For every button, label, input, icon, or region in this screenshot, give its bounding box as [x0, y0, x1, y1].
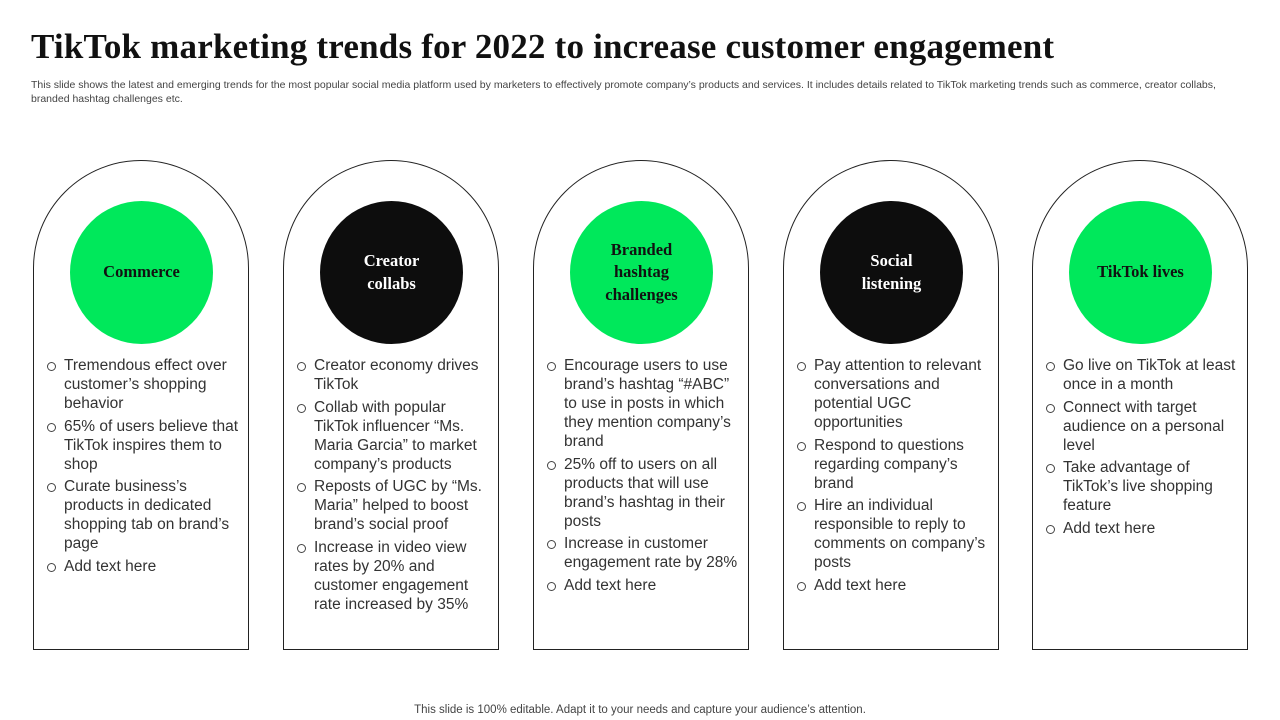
list-item: Go live on TikTok at least once in a mon…: [1045, 356, 1241, 394]
list-item: Reposts of UGC by “Ms. Maria” helped to …: [296, 477, 492, 534]
list-item: Increase in customer engagement rate by …: [546, 534, 742, 572]
list-item: Creator economy drives TikTok: [296, 356, 492, 394]
card-bullet-list: Go live on TikTok at least once in a mon…: [1045, 356, 1241, 541]
trend-card-social-listening: Social listening Pay attention to releva…: [783, 160, 999, 650]
list-item: Curate business’s products in dedicated …: [46, 477, 242, 553]
list-item: 25% off to users on all products that wi…: [546, 455, 742, 531]
trend-card-tiktok-lives: TikTok lives Go live on TikTok at least …: [1032, 160, 1248, 650]
list-item: Increase in video view rates by 20% and …: [296, 538, 492, 614]
list-item: Hire an individual responsible to reply …: [796, 496, 992, 572]
card-heading-circle: Commerce: [70, 201, 213, 344]
card-bullet-list: Pay attention to relevant conversations …: [796, 356, 992, 598]
list-item: Add text here: [796, 576, 992, 595]
card-heading-circle: Branded hashtag challenges: [570, 201, 713, 344]
list-item: Tremendous effect over customer’s shoppi…: [46, 356, 242, 413]
list-item: Add text here: [546, 576, 742, 595]
list-item: Respond to questions regarding company’s…: [796, 436, 992, 493]
slide-title: TikTok marketing trends for 2022 to incr…: [31, 27, 1055, 66]
list-item: Pay attention to relevant conversations …: [796, 356, 992, 432]
trend-card-branded-hashtag-challenges: Branded hashtag challenges Encourage use…: [533, 160, 749, 650]
list-item: Add text here: [1045, 519, 1241, 538]
card-bullet-list: Tremendous effect over customer’s shoppi…: [46, 356, 242, 579]
slide-footer-note: This slide is 100% editable. Adapt it to…: [414, 704, 866, 716]
slide-description: This slide shows the latest and emerging…: [31, 79, 1216, 105]
card-heading-circle: Social listening: [820, 201, 963, 344]
list-item: Take advantage of TikTok’s live shopping…: [1045, 458, 1241, 515]
list-item: Add text here: [46, 557, 242, 576]
list-item: Collab with popular TikTok influencer “M…: [296, 398, 492, 474]
card-heading-circle: TikTok lives: [1069, 201, 1212, 344]
card-bullet-list: Creator economy drives TikTok Collab wit…: [296, 356, 492, 617]
trend-card-creator-collabs: Creator collabs Creator economy drives T…: [283, 160, 499, 650]
trend-card-commerce: Commerce Tremendous effect over customer…: [33, 160, 249, 650]
card-heading-circle: Creator collabs: [320, 201, 463, 344]
list-item: Connect with target audience on a person…: [1045, 398, 1241, 455]
list-item: Encourage users to use brand’s hashtag “…: [546, 356, 742, 451]
list-item: 65% of users believe that TikTok inspire…: [46, 417, 242, 474]
card-bullet-list: Encourage users to use brand’s hashtag “…: [546, 356, 742, 598]
